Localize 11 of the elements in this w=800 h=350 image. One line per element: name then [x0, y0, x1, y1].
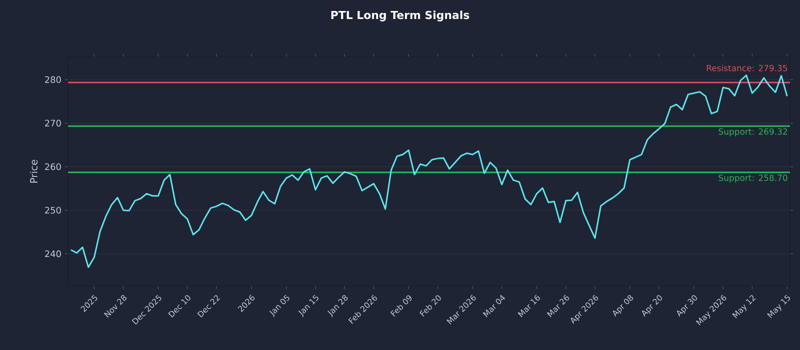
- ref-line-label: Support: 269.32: [718, 128, 787, 136]
- ref-line-label: Support: 258.70: [718, 174, 788, 183]
- ref-line-label: Resistance: 279.35: [706, 64, 788, 72]
- y-tick-label: 260: [45, 163, 61, 170]
- y-tick-label: 250: [45, 206, 61, 214]
- y-axis-title: Price: [30, 160, 38, 183]
- y-tick-label: 240: [45, 250, 61, 258]
- y-tick-label: 280: [45, 76, 61, 84]
- line-series: [70, 74, 788, 268]
- y-tick-label: 270: [45, 120, 61, 127]
- chart-title: PTL Long Term Signals: [331, 10, 470, 22]
